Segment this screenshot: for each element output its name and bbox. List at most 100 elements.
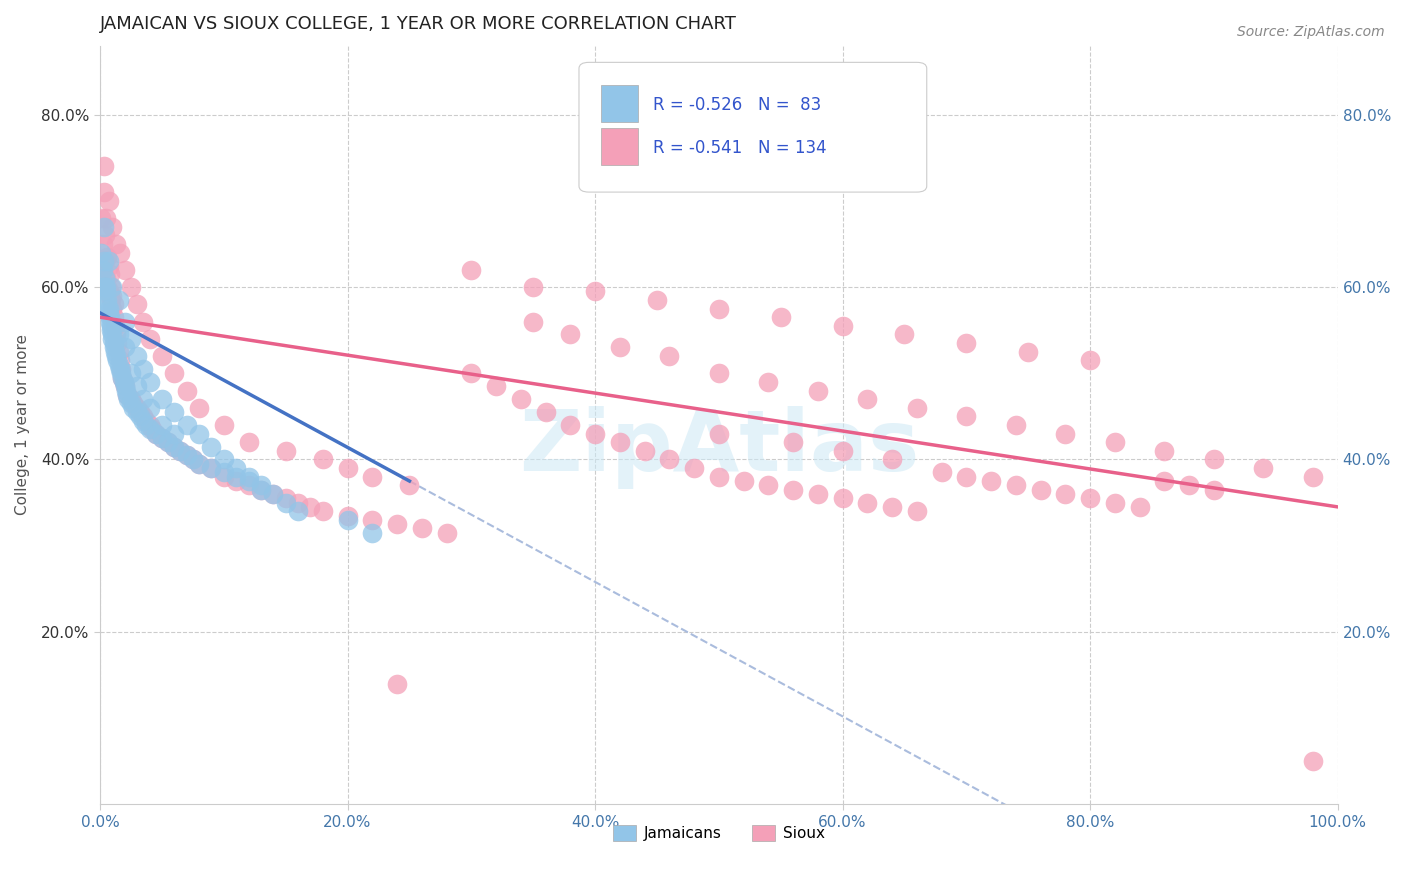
Point <box>96 250 118 264</box>
Point <box>238 474 260 488</box>
Point <box>733 474 755 488</box>
Point <box>114 379 136 393</box>
Point <box>150 431 173 445</box>
Text: ZipAtlas: ZipAtlas <box>519 406 920 489</box>
Point <box>336 461 359 475</box>
Point <box>105 353 128 368</box>
Point <box>97 306 120 320</box>
Point <box>893 327 915 342</box>
Point <box>96 280 118 294</box>
Point <box>105 349 128 363</box>
Point <box>93 185 115 199</box>
Point <box>114 262 136 277</box>
Point <box>645 293 668 307</box>
Point <box>250 483 273 497</box>
Point <box>150 392 173 406</box>
Point <box>200 440 222 454</box>
Point <box>91 236 114 251</box>
Point <box>93 280 115 294</box>
Point <box>100 280 122 294</box>
Point <box>880 500 903 514</box>
Point <box>103 297 125 311</box>
Point <box>460 366 482 380</box>
Point <box>108 245 131 260</box>
Point <box>93 254 115 268</box>
Point <box>105 327 128 342</box>
Point <box>145 426 167 441</box>
Point <box>122 396 145 410</box>
Point <box>1005 417 1028 432</box>
Point <box>98 310 121 325</box>
Point <box>212 417 235 432</box>
Point <box>96 293 118 307</box>
Point <box>609 340 631 354</box>
Point <box>1153 443 1175 458</box>
Point <box>756 478 779 492</box>
Point <box>658 349 681 363</box>
Point <box>107 358 129 372</box>
Point <box>115 384 138 398</box>
Point <box>97 285 120 299</box>
Point <box>522 314 544 328</box>
Point <box>707 469 730 483</box>
Point <box>1054 487 1077 501</box>
Point <box>105 236 128 251</box>
Point <box>176 384 198 398</box>
Point <box>96 271 118 285</box>
Point <box>138 401 160 415</box>
Point <box>117 392 139 406</box>
Point <box>212 469 235 483</box>
Point <box>105 336 128 351</box>
Point <box>769 310 792 325</box>
Point <box>212 452 235 467</box>
Point <box>831 491 853 506</box>
Point <box>163 426 186 441</box>
Point <box>120 366 142 380</box>
Point <box>122 401 145 415</box>
Text: JAMAICAN VS SIOUX COLLEGE, 1 YEAR OR MORE CORRELATION CHART: JAMAICAN VS SIOUX COLLEGE, 1 YEAR OR MOR… <box>100 15 737 33</box>
Point <box>128 405 150 419</box>
Point <box>94 280 117 294</box>
Point <box>1029 483 1052 497</box>
Point <box>336 508 359 523</box>
Point <box>905 504 928 518</box>
Point <box>120 280 142 294</box>
Point <box>114 314 136 328</box>
Point <box>100 318 122 333</box>
Point <box>176 448 198 462</box>
Point <box>169 443 191 458</box>
Point <box>117 388 139 402</box>
Point <box>880 452 903 467</box>
Point <box>100 293 122 307</box>
Point <box>90 245 112 260</box>
Point <box>96 297 118 311</box>
Point <box>103 336 125 351</box>
Point <box>361 525 384 540</box>
Point <box>104 344 127 359</box>
Point <box>127 379 149 393</box>
Point <box>188 457 211 471</box>
Point <box>200 461 222 475</box>
Point <box>101 219 124 234</box>
Text: R = -0.526   N =  83: R = -0.526 N = 83 <box>654 95 821 114</box>
Point <box>94 254 117 268</box>
FancyBboxPatch shape <box>579 62 927 192</box>
Point <box>163 440 186 454</box>
Point <box>188 457 211 471</box>
Point <box>436 525 458 540</box>
Point <box>1202 483 1225 497</box>
Point <box>534 405 557 419</box>
Point <box>132 314 155 328</box>
Point <box>658 452 681 467</box>
Point <box>112 375 135 389</box>
Point <box>93 219 115 234</box>
Point <box>782 483 804 497</box>
Point <box>128 409 150 424</box>
Point <box>135 417 157 432</box>
Point <box>1253 461 1275 475</box>
Point <box>132 409 155 424</box>
Point <box>485 379 508 393</box>
Point <box>111 370 134 384</box>
Point <box>132 362 155 376</box>
Point <box>707 301 730 316</box>
